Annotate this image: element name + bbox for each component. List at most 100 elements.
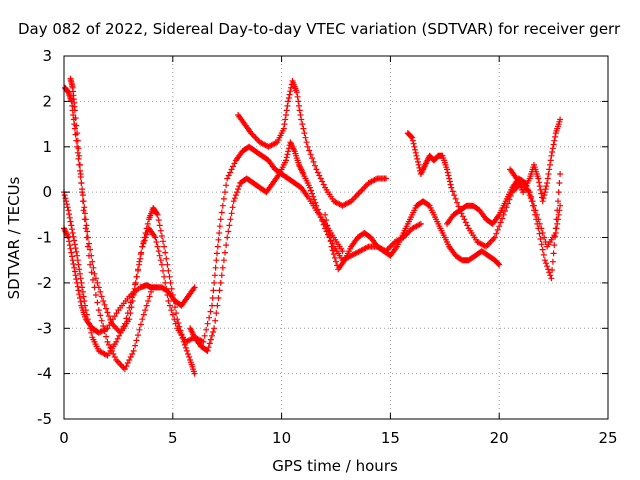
data-point xyxy=(69,257,76,264)
data-point xyxy=(75,287,82,294)
data-point xyxy=(552,133,559,140)
data-point xyxy=(104,309,111,316)
data-point xyxy=(525,189,532,196)
data-point xyxy=(297,112,304,118)
data-point xyxy=(164,261,171,268)
data-point xyxy=(312,199,319,206)
data-point xyxy=(73,122,80,129)
data-point xyxy=(216,287,223,294)
data-point xyxy=(224,234,231,241)
data-point xyxy=(333,258,339,265)
data-point xyxy=(207,336,214,343)
data-point xyxy=(164,292,171,298)
data-point xyxy=(546,166,553,173)
data-point xyxy=(172,320,179,327)
data-point xyxy=(284,151,291,158)
data-point xyxy=(549,149,556,155)
data-point xyxy=(415,158,421,165)
data-point xyxy=(461,216,468,223)
data-point xyxy=(97,312,104,319)
data-point xyxy=(220,195,227,202)
data-point xyxy=(172,304,178,311)
data-point xyxy=(327,238,334,245)
data-point xyxy=(71,237,78,244)
data-point xyxy=(81,216,88,223)
data-point xyxy=(80,293,87,300)
data-point xyxy=(207,308,214,315)
data-point xyxy=(86,252,92,259)
data-point xyxy=(539,230,546,236)
data-point xyxy=(70,233,77,240)
data-point xyxy=(296,107,303,114)
data-point xyxy=(229,204,236,211)
data-point xyxy=(72,115,79,121)
series-track-4 xyxy=(67,75,154,373)
data-point xyxy=(83,234,90,241)
data-point xyxy=(303,139,310,146)
data-point xyxy=(168,307,175,314)
data-point xyxy=(203,326,210,333)
data-point xyxy=(547,157,554,164)
data-point xyxy=(88,269,95,276)
data-point xyxy=(73,276,80,283)
data-point xyxy=(74,252,81,259)
data-point xyxy=(65,207,72,214)
data-point xyxy=(535,225,542,232)
data-point xyxy=(143,302,150,309)
data-point xyxy=(216,223,223,230)
data-point xyxy=(161,273,168,280)
data-point xyxy=(158,261,165,268)
data-point xyxy=(448,184,455,191)
data-point xyxy=(101,301,108,308)
data-point xyxy=(166,302,173,309)
y-tick-label: 0 xyxy=(42,183,52,201)
data-point xyxy=(74,283,81,290)
data-point xyxy=(153,210,160,217)
data-point xyxy=(211,325,218,332)
data-point xyxy=(156,252,163,259)
data-point xyxy=(541,192,548,199)
data-point xyxy=(68,249,75,256)
data-point xyxy=(328,243,335,250)
data-point xyxy=(94,279,101,286)
data-point xyxy=(223,182,230,189)
data-point xyxy=(78,279,85,286)
data-point xyxy=(283,154,290,161)
data-point xyxy=(283,157,289,164)
data-point xyxy=(212,317,219,324)
data-point xyxy=(319,178,326,185)
data-point xyxy=(129,298,136,304)
data-point xyxy=(211,279,218,286)
data-point xyxy=(83,222,90,229)
data-point xyxy=(496,261,503,268)
data-point xyxy=(162,279,169,286)
data-point xyxy=(212,264,219,271)
data-point xyxy=(71,264,78,271)
data-point xyxy=(550,250,557,257)
data-point xyxy=(169,292,176,298)
data-point xyxy=(84,316,91,323)
data-point xyxy=(201,332,208,339)
data-point xyxy=(330,251,337,258)
x-tick-label: 0 xyxy=(59,429,69,447)
data-point xyxy=(162,249,169,256)
data-point xyxy=(72,272,79,279)
data-point xyxy=(284,102,291,109)
series-track-9 xyxy=(444,171,564,282)
data-point xyxy=(298,116,305,123)
series-track-3 xyxy=(62,84,346,345)
data-point xyxy=(281,121,288,128)
data-point xyxy=(209,302,215,309)
data-point xyxy=(295,98,302,105)
data-point xyxy=(309,190,316,197)
y-tick-label: -2 xyxy=(37,274,52,292)
data-point xyxy=(533,216,540,223)
data-point xyxy=(100,323,107,329)
data-point xyxy=(557,116,564,123)
data-point xyxy=(165,298,172,304)
data-point xyxy=(66,238,73,245)
data-point xyxy=(204,320,211,327)
data-point xyxy=(554,207,561,214)
data-point xyxy=(77,275,84,282)
data-point xyxy=(206,340,213,347)
